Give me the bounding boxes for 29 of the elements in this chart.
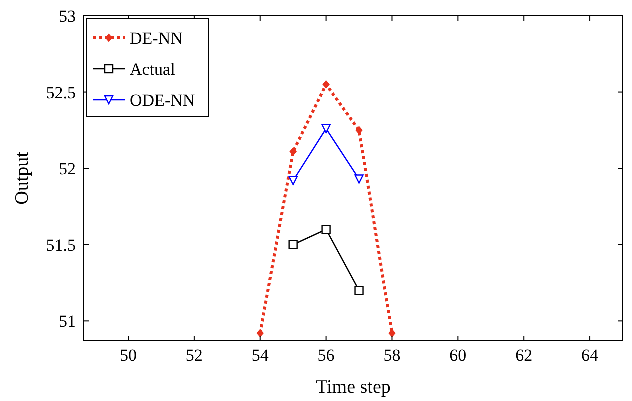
y-tick-label: 51.5 xyxy=(46,236,76,255)
legend-label: DE-NN xyxy=(130,29,183,48)
point xyxy=(322,225,331,234)
legend-label: Actual xyxy=(130,60,176,79)
point xyxy=(388,329,396,338)
y-tick-label: 52.5 xyxy=(46,83,76,102)
y-tick-label: 53 xyxy=(59,7,76,26)
x-tick-label: 52 xyxy=(186,346,203,365)
point xyxy=(256,329,264,338)
y-tick-label: 51 xyxy=(59,312,76,332)
x-tick-label: 54 xyxy=(252,346,270,365)
y-axis-title: Output xyxy=(12,151,33,205)
point xyxy=(290,148,297,156)
x-tick-label: 58 xyxy=(384,346,401,365)
point xyxy=(322,80,330,89)
point xyxy=(288,176,298,186)
legend-label: ODE-NN xyxy=(130,91,196,110)
point xyxy=(356,126,363,134)
x-tick-label: 62 xyxy=(516,346,533,365)
point xyxy=(322,124,331,134)
point xyxy=(288,240,298,250)
x-axis-title: Time step xyxy=(316,377,391,398)
x-tick-label: 60 xyxy=(450,346,467,365)
x-tick-label: 50 xyxy=(120,346,138,365)
point xyxy=(354,174,364,184)
y-tick-label: 52 xyxy=(59,160,76,179)
x-tick-label: 56 xyxy=(318,346,335,365)
point xyxy=(354,286,364,296)
x-tick-label: 64 xyxy=(582,346,600,365)
